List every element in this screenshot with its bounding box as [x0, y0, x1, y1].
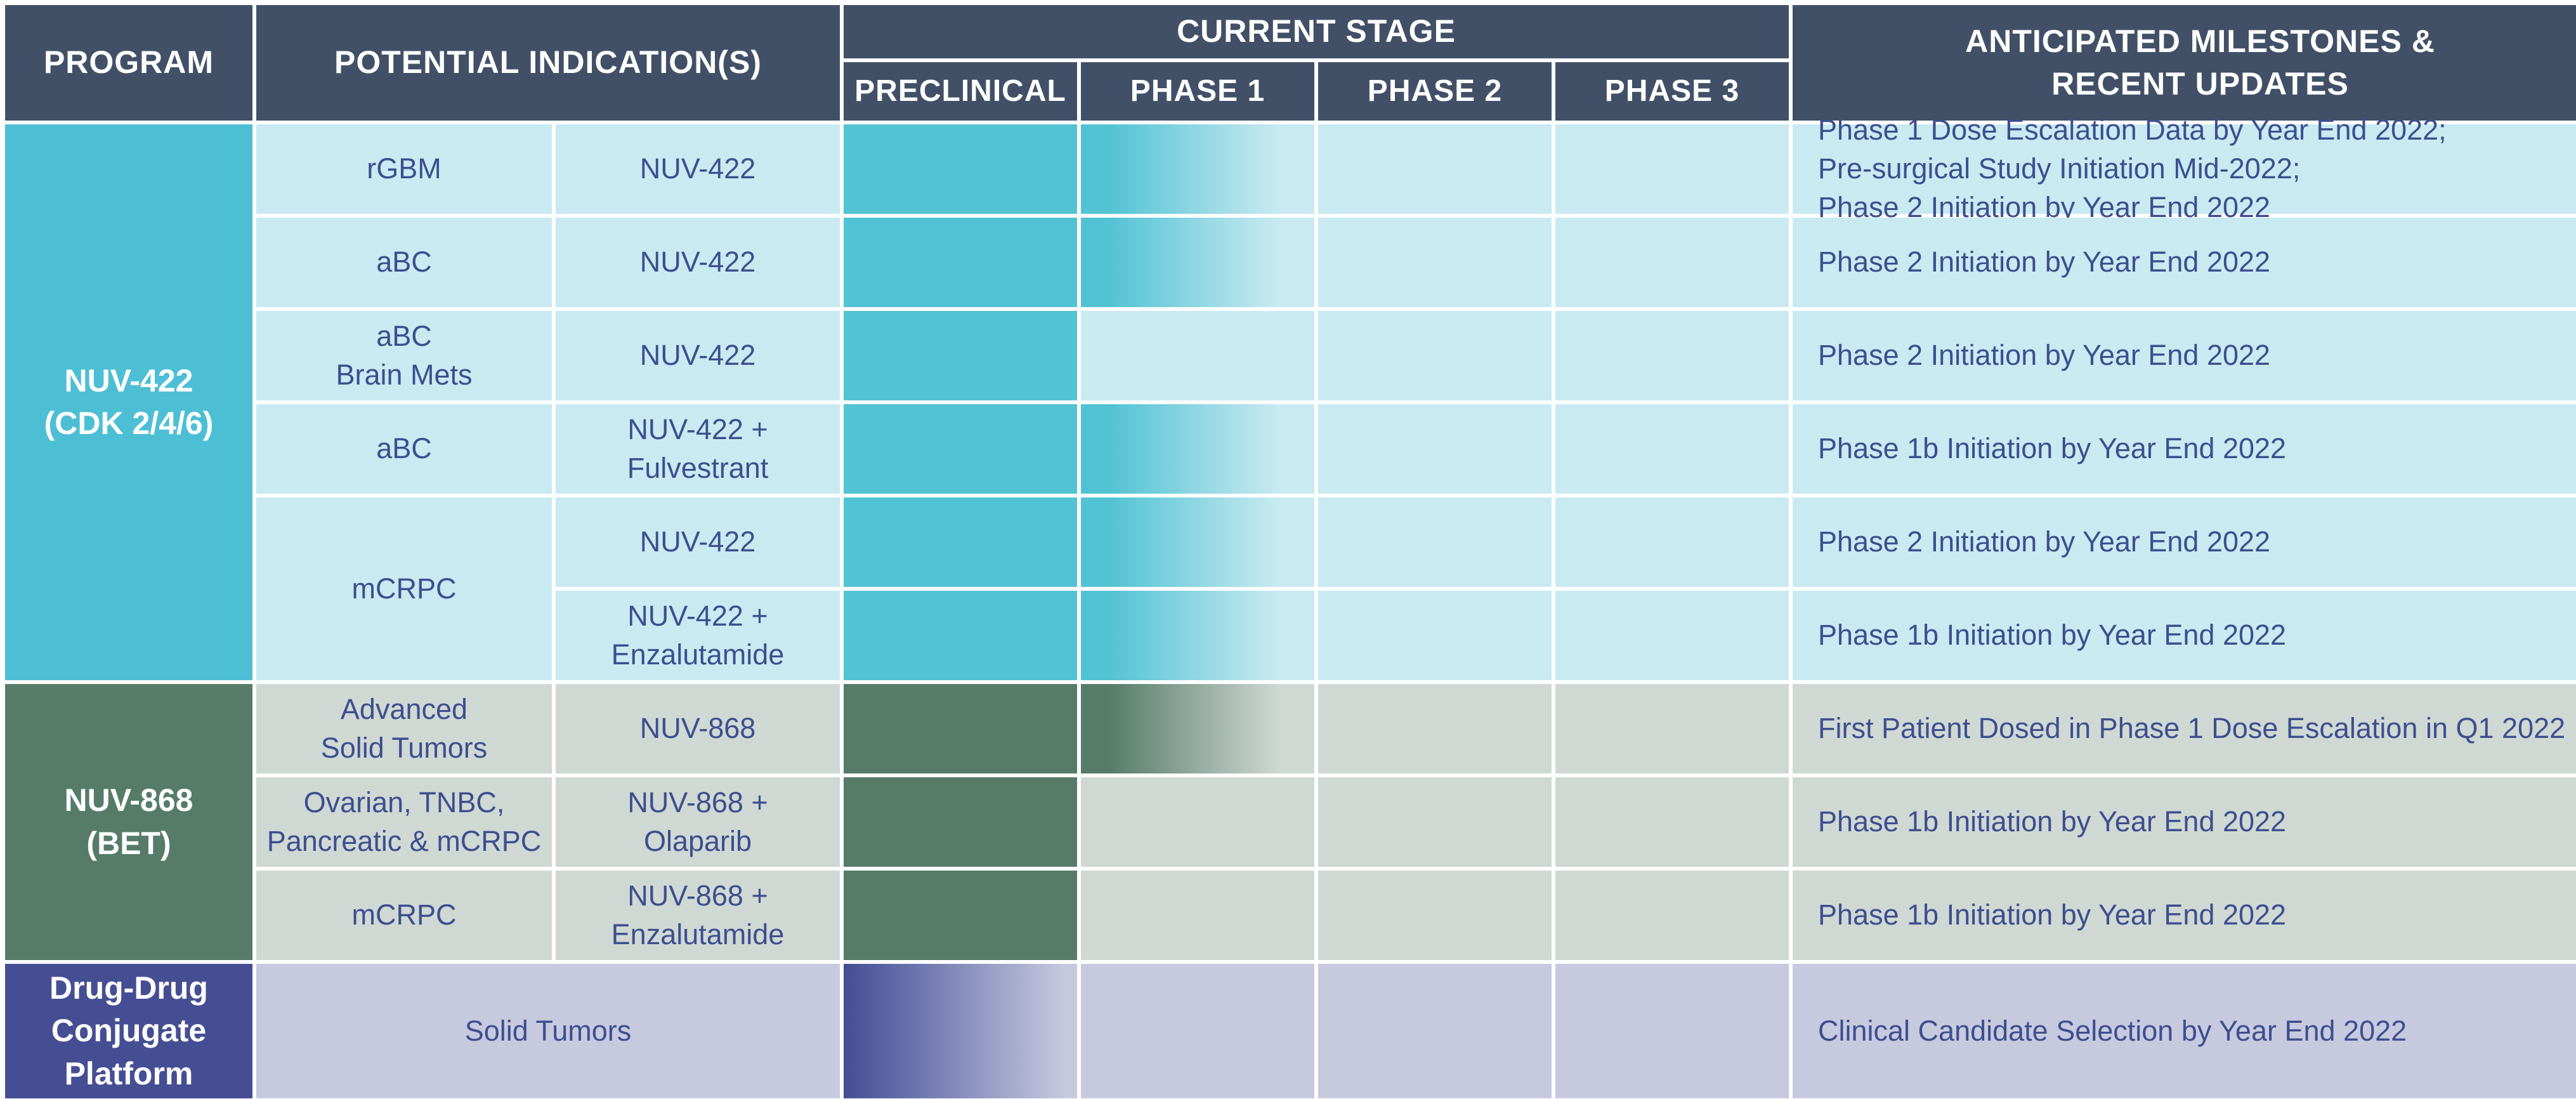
milestone-cell: Clinical Candidate Selection by Year End…: [1793, 964, 2576, 1098]
milestone-cell: First Patient Dosed in Phase 1 Dose Esca…: [1793, 684, 2576, 773]
header-current-stage: CURRENT STAGE: [844, 5, 1789, 58]
stage-bar-preclinical: [844, 124, 1077, 214]
stage-empty: [1555, 497, 1789, 587]
stage-empty: [1555, 218, 1789, 307]
stage-empty: [1081, 311, 1314, 400]
stage-empty: [1081, 964, 1314, 1098]
therapy-cell: NUV-422 + Enzalutamide: [556, 591, 840, 680]
indication-cell: Advanced Solid Tumors: [256, 684, 552, 773]
stage-bar-phase-1: [1081, 124, 1314, 214]
milestone-cell: Phase 1b Initiation by Year End 2022: [1793, 404, 2576, 494]
stage-empty: [1318, 964, 1552, 1098]
stage-empty: [1318, 684, 1552, 773]
therapy-cell: NUV-868: [556, 684, 840, 773]
header-phase-2: PHASE 2: [1318, 62, 1552, 121]
milestone-cell: Phase 1 Dose Escalation Data by Year End…: [1793, 114, 2576, 223]
therapy-cell: NUV-422: [556, 497, 840, 587]
indication-cell: aBC: [256, 218, 552, 307]
stage-empty: [1318, 124, 1552, 214]
stage-bar-preclinical: [844, 311, 1077, 400]
milestone-cell: Phase 1b Initiation by Year End 2022: [1793, 871, 2576, 960]
header-program: PROGRAM: [5, 5, 252, 121]
header-preclinical: PRECLINICAL: [844, 62, 1077, 121]
stage-empty: [1318, 311, 1552, 400]
stage-bar-preclinical: [844, 404, 1077, 494]
therapy-cell: NUV-422: [556, 311, 840, 400]
stage-empty: [1555, 124, 1789, 214]
stage-bar-phase-1: [1081, 684, 1314, 773]
milestone-cell: Phase 2 Initiation by Year End 2022: [1793, 311, 2576, 400]
indication-cell: aBC: [256, 404, 552, 494]
milestone-cell: Phase 2 Initiation by Year End 2022: [1793, 497, 2576, 587]
indication-cell: Ovarian, TNBC, Pancreatic & mCRPC: [256, 777, 552, 867]
stage-empty: [1555, 684, 1789, 773]
stage-bar-preclinical: [844, 218, 1077, 307]
stage-empty: [1555, 311, 1789, 400]
header-phase-1: PHASE 1: [1081, 62, 1314, 121]
header-milestones: ANTICIPATED MILESTONES & RECENT UPDATES: [1793, 5, 2576, 121]
therapy-cell: NUV-868 + Enzalutamide: [556, 871, 840, 960]
milestone-cell: Phase 1b Initiation by Year End 2022: [1793, 591, 2576, 680]
indication-cell: mCRPC: [256, 871, 552, 960]
stage-bar-phase-1: [1081, 404, 1314, 494]
program-nuv-422: NUV-422 (CDK 2/4/6): [5, 124, 252, 680]
therapy-cell: NUV-422: [556, 124, 840, 214]
stage-bar-preclinical: [844, 497, 1077, 587]
stage-bar-preclinical: [844, 591, 1077, 680]
indication-cell: Solid Tumors: [256, 964, 840, 1098]
stage-empty: [1555, 591, 1789, 680]
milestone-cell: Phase 2 Initiation by Year End 2022: [1793, 218, 2576, 307]
milestone-cell: Phase 1b Initiation by Year End 2022: [1793, 777, 2576, 867]
indication-cell: rGBM: [256, 124, 552, 214]
stage-bar-phase-1: [1081, 218, 1314, 307]
stage-empty: [1318, 777, 1552, 867]
stage-bar-preclinical: [844, 684, 1077, 773]
stage-empty: [1555, 777, 1789, 867]
indication-cell: mCRPC: [256, 497, 552, 680]
indication-cell: aBC Brain Mets: [256, 311, 552, 400]
therapy-cell: NUV-422: [556, 218, 840, 307]
stage-empty: [1081, 777, 1314, 867]
therapy-cell: NUV-868 + Olaparib: [556, 777, 840, 867]
stage-empty: [1318, 218, 1552, 307]
stage-bar-preclinical: [844, 871, 1077, 960]
stage-empty: [1318, 871, 1552, 960]
stage-empty: [1555, 964, 1789, 1098]
therapy-cell: NUV-422 + Fulvestrant: [556, 404, 840, 494]
stage-empty: [1555, 404, 1789, 494]
stage-bar-preclinical: [844, 964, 1077, 1098]
header-indications: POTENTIAL INDICATION(S): [256, 5, 840, 121]
stage-empty: [1081, 871, 1314, 960]
stage-empty: [1318, 404, 1552, 494]
stage-bar-phase-1: [1081, 591, 1314, 680]
program-nuv-868: NUV-868 (BET): [5, 684, 252, 960]
stage-empty: [1318, 497, 1552, 587]
stage-bar-preclinical: [844, 777, 1077, 867]
stage-empty: [1318, 591, 1552, 680]
stage-empty: [1555, 871, 1789, 960]
header-phase-3: PHASE 3: [1555, 62, 1789, 121]
stage-bar-phase-1: [1081, 497, 1314, 587]
program-ddc-platform: Drug-Drug Conjugate Platform: [5, 964, 252, 1098]
